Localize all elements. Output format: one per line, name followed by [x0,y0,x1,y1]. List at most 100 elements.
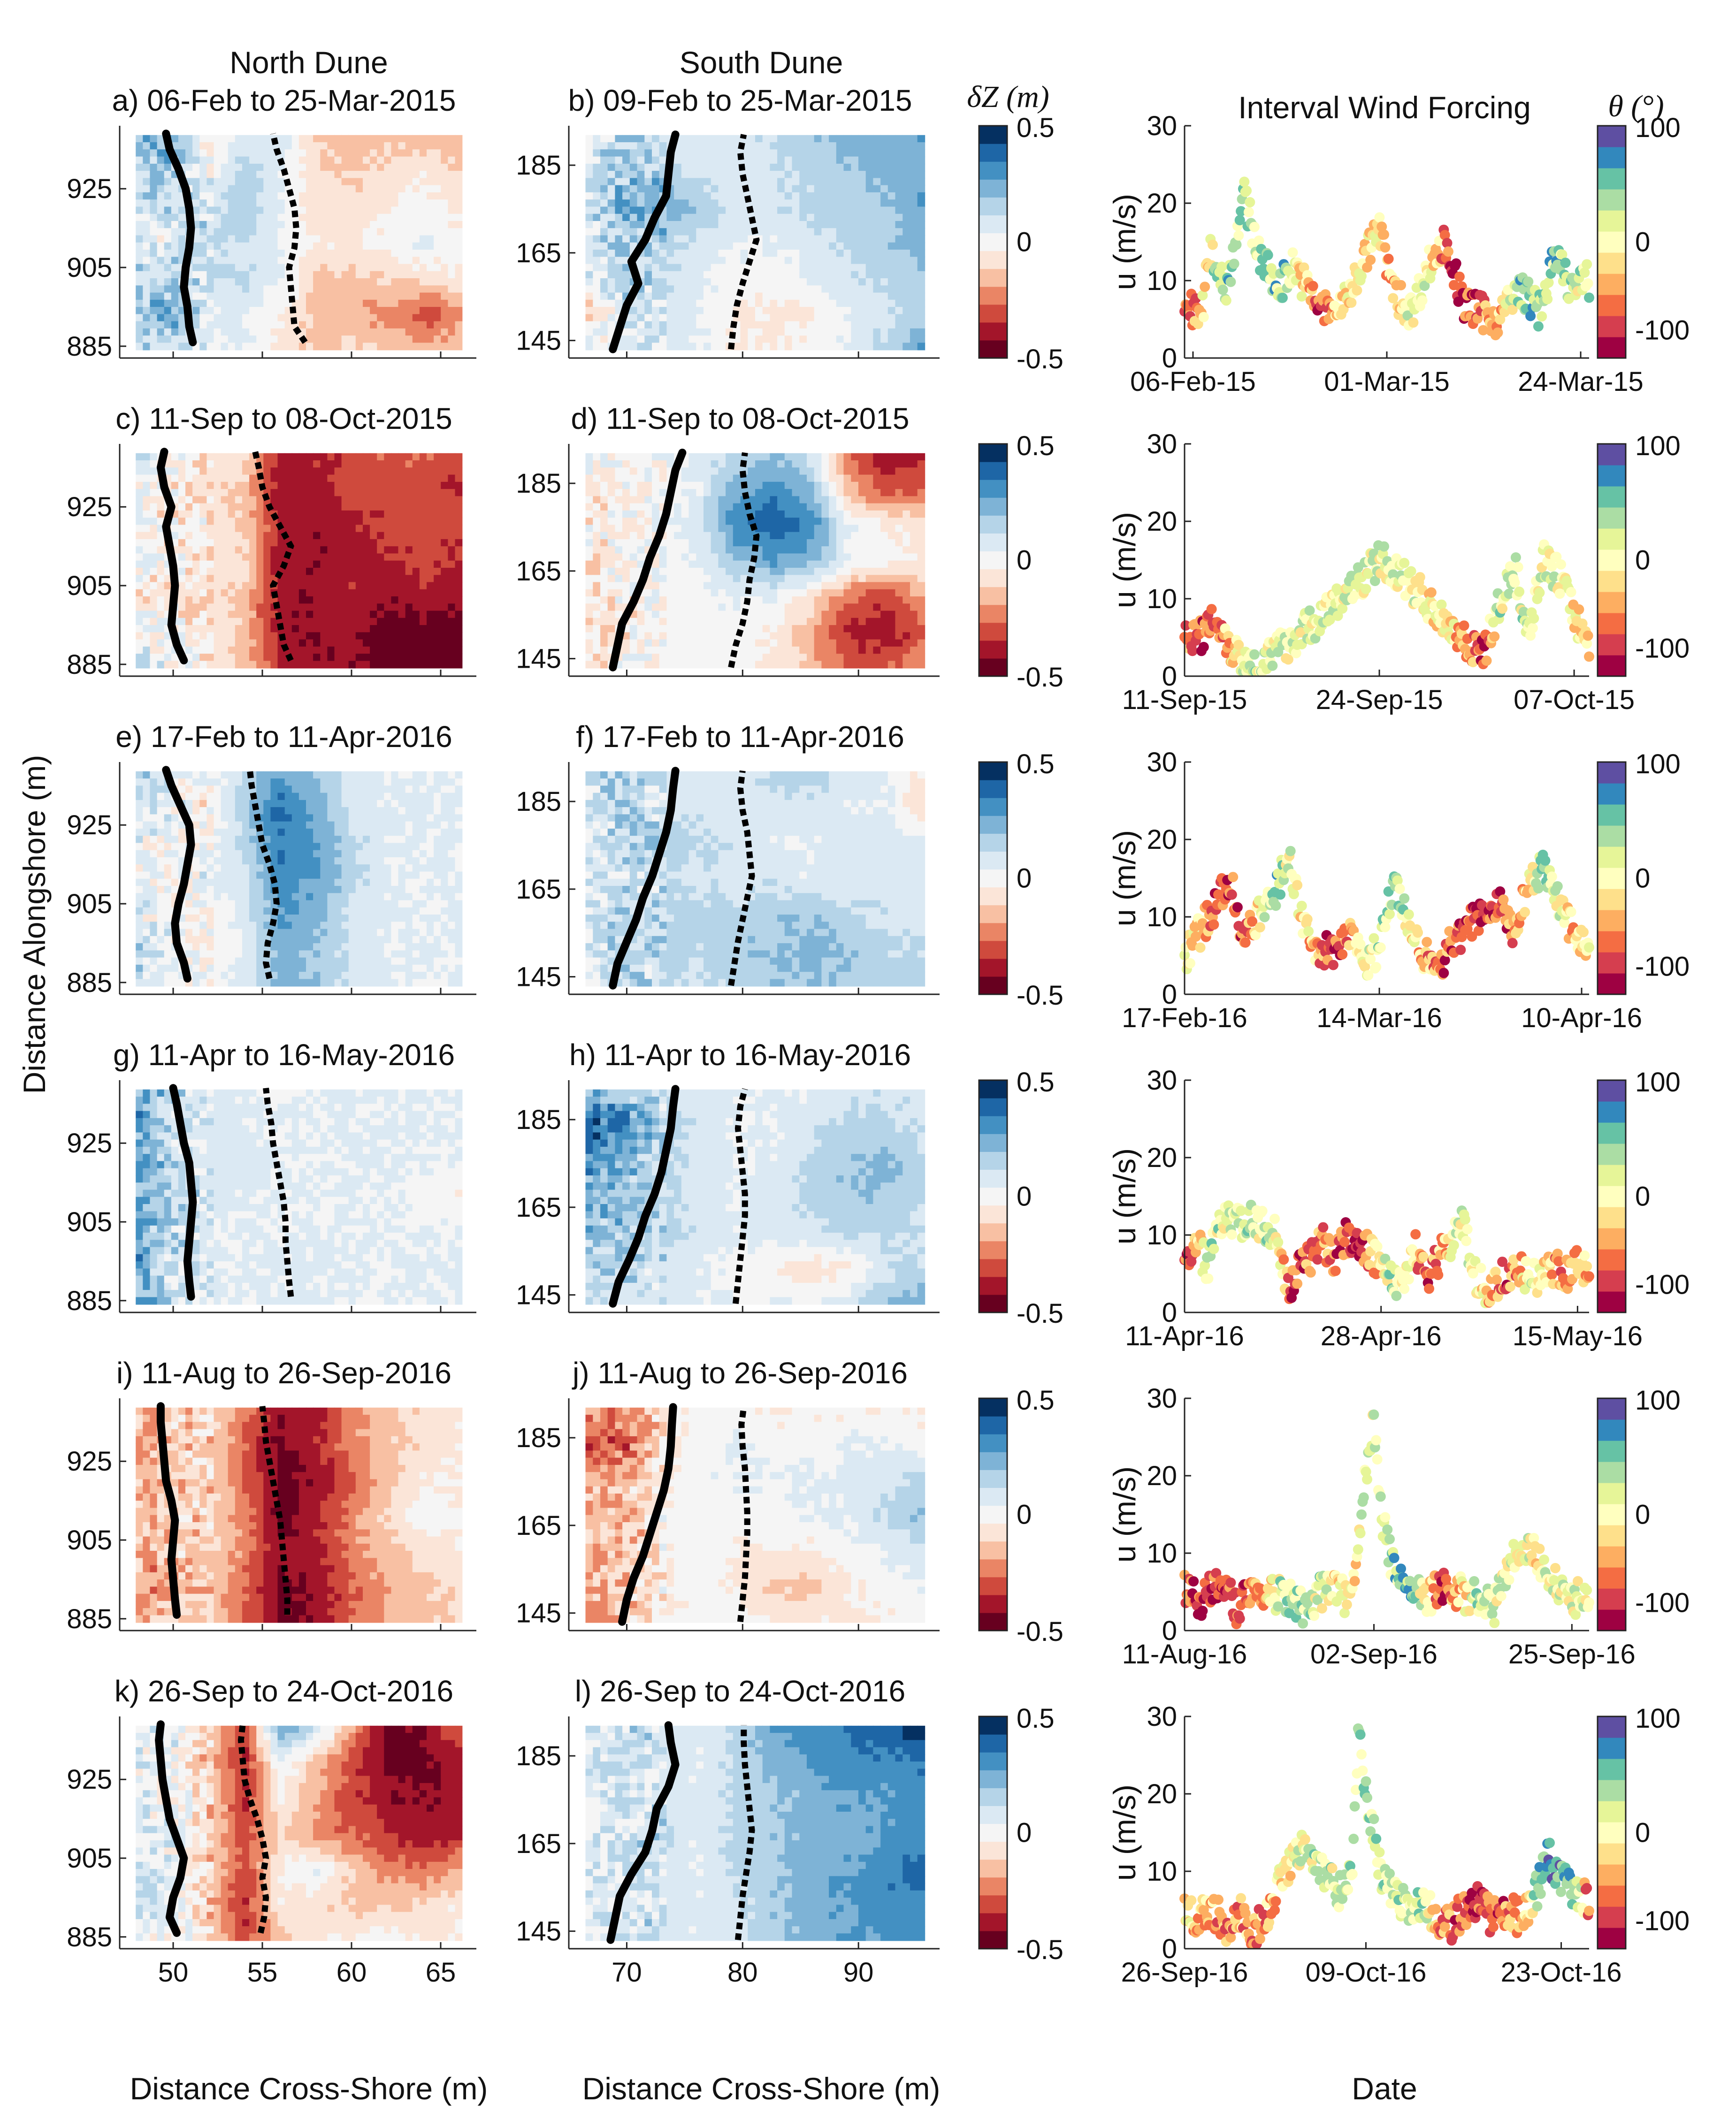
heatmap-cell [865,467,874,475]
heatmap-cell [412,568,420,576]
heatmap-cell [298,314,306,322]
heatmap-cell [320,568,328,576]
heatmap-cell [136,285,144,293]
heatmap-cell [143,156,151,164]
heatmap-cell [334,335,342,343]
heatmap-cell [666,199,674,207]
heatmap-cell [270,489,278,497]
heatmap-cell [652,135,660,143]
heatmap-cell [704,489,711,497]
heatmap-cell [249,532,257,540]
heatmap-cell [585,171,593,179]
heatmap-cell [593,264,601,272]
heatmap-cell [249,242,257,250]
heatmap-cell [221,546,229,554]
heatmap-cell [917,250,925,258]
heatmap-cell [384,235,392,243]
heatmap-cell [777,171,785,179]
heatmap-cell [600,156,608,164]
heatmap-cell [718,307,726,315]
heatmap-cell [836,242,844,250]
heatmap-cell [320,299,328,307]
heatmap-cell [377,518,385,526]
heatmap-cell [150,242,158,250]
heatmap-cell [718,285,726,293]
heatmap-cell [865,460,874,468]
heatmap-cell [355,460,363,468]
heatmap-cell [629,228,638,236]
heatmap-cell [284,213,292,221]
heatmap-cell [313,307,321,315]
heatmap-cell [814,335,822,343]
colorbar-theta-wind1-step [1598,295,1626,316]
heatmap-cell [718,292,726,300]
heatmap-cell [681,271,689,279]
heatmap-cell [895,292,903,300]
heatmap-cell [327,178,335,186]
heatmap-cell [659,321,667,329]
heatmap-cell [718,221,726,229]
heatmap-cell [327,343,335,351]
heatmap-cell [199,278,207,286]
heatmap-cell [427,307,434,315]
heatmap-cell [704,213,711,221]
heatmap-cell [836,453,844,461]
heatmap-cell [696,149,704,157]
heatmap-cell [696,467,704,475]
heatmap-cell [412,625,420,633]
heatmap-cell [306,603,314,611]
heatmap-cell [192,496,200,504]
heatmap-cell [320,156,328,164]
heatmap-cell [235,474,243,482]
heatmap-cell [688,285,696,293]
heatmap-cell [157,314,165,322]
heatmap-cell [263,467,271,475]
heatmap-cell [887,250,896,258]
heatmap-cell [150,206,158,214]
heatmap-cell [733,185,741,193]
heatmap-cell [748,271,756,279]
heatmap-cell [320,335,328,343]
heatmap-cell [221,235,229,243]
heatmap-cell [405,474,413,482]
heatmap-cell [748,156,756,164]
heatmap-cell [263,560,271,568]
heatmap-cell [221,142,229,150]
heatmap-cell [895,250,903,258]
heatmap-cell [711,156,719,164]
heatmap-cell [263,539,271,547]
heatmap-cell [843,453,851,461]
heatmap-cell [704,142,711,150]
heatmap-cell [593,460,601,468]
heatmap-cell [434,510,441,518]
heatmap-cell [777,185,785,193]
heatmap-cell [284,221,292,229]
heatmap-cell [136,582,144,590]
heatmap-cell [681,185,689,193]
heatmap-cell [434,185,441,193]
heatmap-cell [666,328,674,336]
heatmap-cell [419,496,427,504]
heatmap-cell [284,518,292,526]
heatmap-cell [143,568,151,576]
heatmap-cell [348,618,356,625]
heatmap-cell [370,467,377,475]
heatmap-cell [291,460,299,468]
heatmap-cell [136,264,144,272]
heatmap-cell [384,185,392,193]
heatmap-cell [199,307,207,315]
heatmap-cell [777,206,785,214]
heatmap-cell [228,307,236,315]
heatmap-cell [902,135,910,143]
heatmap-cell [629,481,638,489]
heatmap-cell [814,285,822,293]
heatmap-cell [434,525,441,533]
heatmap-cell [405,632,413,640]
heatmap-cell [821,228,829,236]
heatmap-cell [807,328,815,336]
heatmap-cell [341,610,349,618]
heatmap-cell [263,163,271,171]
heatmap-cell [718,142,726,150]
heatmap-cell [277,185,285,193]
